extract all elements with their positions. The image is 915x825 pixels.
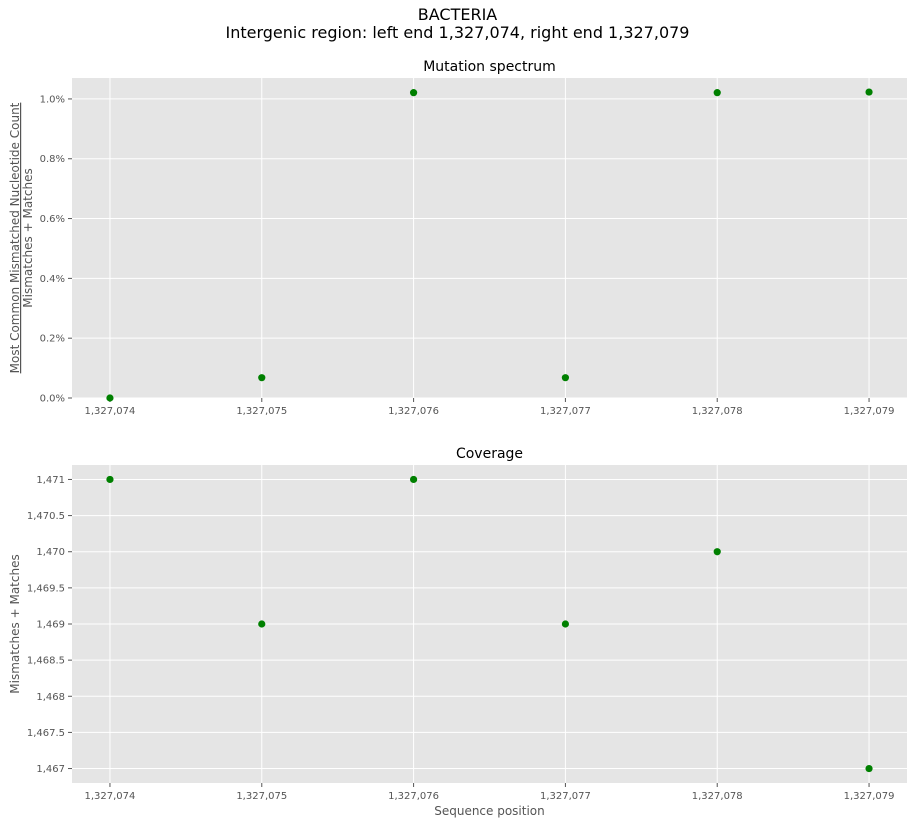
coverage-xtick-label: 1,327,074 [85,791,136,802]
spectrum-ytick-label: 0.6% [40,214,65,225]
spectrum-data-point [106,394,114,402]
coverage-ytick-label: 1,471 [36,475,65,486]
spectrum-ylabel-numerator: Most Common Mismatched Nucleotide Count [8,102,22,373]
coverage-data-point [106,475,114,484]
coverage-xtick-label: 1,327,077 [540,791,591,802]
coverage-ytick-label: 1,469 [36,620,65,631]
coverage-xtick-label: 1,327,075 [236,791,287,802]
spectrum-ytick-label: 1.0% [40,94,65,105]
spectrum-ytick-label: 0.2% [40,334,65,345]
coverage-ytick-label: 1,467 [36,764,65,775]
spectrum-ytick-label: 0.4% [40,274,65,285]
coverage-xtick-label: 1,327,079 [844,791,895,802]
coverage-plot: 1,327,074 1,327,075 1,327,076 1,327,077 1,32… [8,446,907,818]
spectrum-data-point [713,89,721,97]
spectrum-xtick-label: 1,327,076 [388,406,439,417]
spectrum-xtick-label: 1,327,074 [85,406,136,417]
coverage-xlabel: Sequence position [434,804,545,818]
figure-title: BACTERIA [417,5,498,24]
spectrum-xtick-label: 1,327,077 [540,406,591,417]
spectrum-ylabel-denominator: Mismatches + Matches [21,168,35,307]
coverage-ytick-label: 1,470.5 [27,511,65,522]
coverage-ytick-label: 1,469.5 [27,583,65,594]
coverage-data-point [713,548,721,556]
coverage-title: Coverage [456,446,523,462]
spectrum-data-point [561,374,570,382]
coverage-ytick-label: 1,468 [36,692,65,703]
spectrum-xtick-label: 1,327,079 [844,406,895,417]
coverage-data-point [865,764,873,773]
coverage-xtick-label: 1,327,076 [388,791,439,802]
spectrum-data-point [409,89,418,97]
spectrum-plot: 1,327,074 1,327,075 1,327,076 1,327,077 1,32… [8,59,907,417]
spectrum-ytick-label: 0.0% [40,394,65,405]
coverage-data-point [561,620,570,628]
spectrum-plot-area [72,78,907,398]
coverage-ytick-label: 1,468.5 [27,656,65,667]
coverage-ylabel: Mismatches + Matches [8,554,22,693]
coverage-data-point [409,475,418,484]
spectrum-data-point [865,88,873,96]
coverage-ytick-label: 1,470 [36,547,65,558]
spectrum-xtick-label: 1,327,075 [236,406,287,417]
spectrum-ytick-label: 0.8% [40,154,65,165]
spectrum-xtick-label: 1,327,078 [692,406,743,417]
coverage-xtick-label: 1,327,078 [692,791,743,802]
figure-subtitle: Intergenic region: left end 1,327,074, r… [225,23,690,42]
spectrum-data-point [258,374,266,382]
spectrum-title: Mutation spectrum [423,59,556,75]
coverage-data-point [258,620,266,628]
coverage-ytick-label: 1,467.5 [27,728,65,739]
